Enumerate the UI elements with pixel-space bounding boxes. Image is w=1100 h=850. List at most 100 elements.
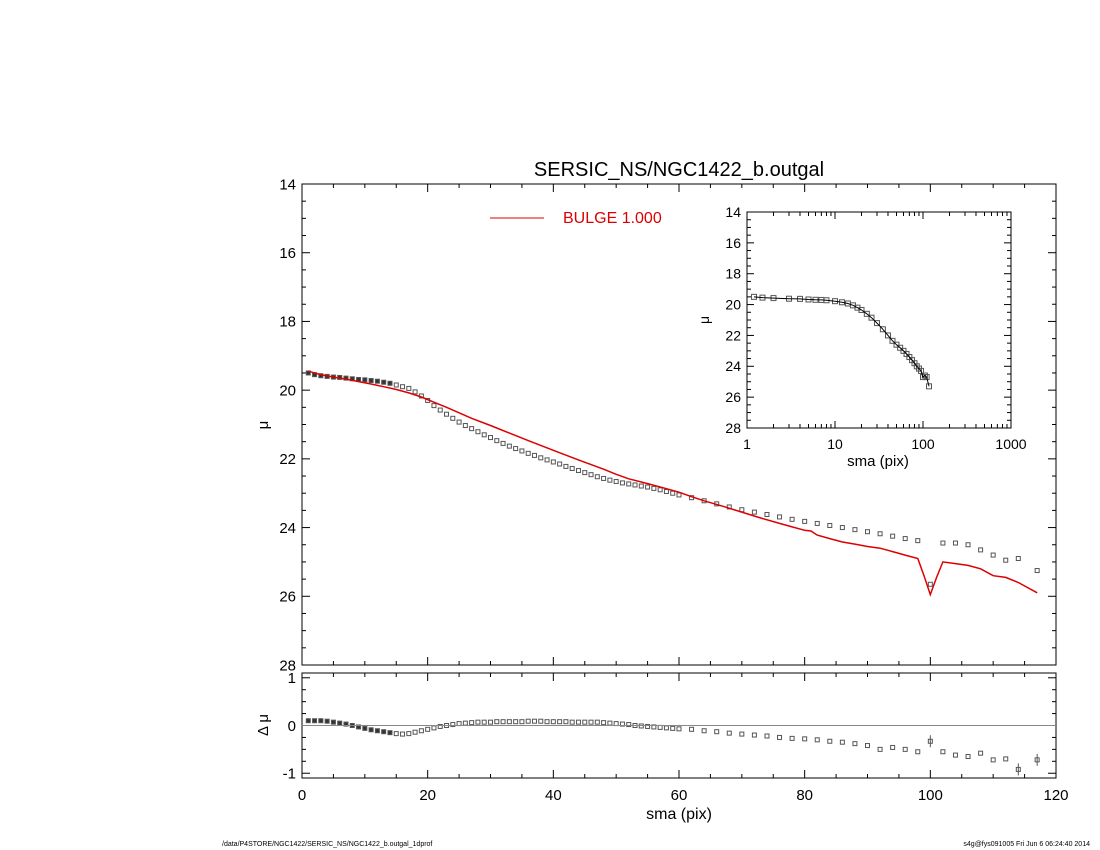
- inset-y-axis-label: μ: [696, 316, 712, 324]
- residual-data-point: [312, 718, 318, 724]
- residual-data-point: [569, 719, 575, 725]
- residual-data-point: [368, 727, 374, 733]
- main-data-point: [550, 459, 556, 465]
- main-data-point: [531, 452, 537, 458]
- residual-data-point: [802, 736, 808, 742]
- main-data-point: [877, 531, 883, 537]
- residual-data-point: [978, 750, 984, 756]
- main-data-point: [594, 474, 600, 480]
- main-ytick-label: 26: [279, 589, 296, 606]
- main-ytick-label: 18: [279, 314, 296, 331]
- residual-data-point: [902, 746, 908, 752]
- residual-panel: Δ μ sma (pix) 0 20 40 60 80 100 120-101: [255, 670, 1069, 823]
- residual-data-point: [952, 752, 958, 758]
- residual-data-point: [305, 718, 311, 724]
- main-data-point: [827, 523, 833, 529]
- residual-data-point: [538, 718, 544, 724]
- residual-data-point: [450, 722, 456, 728]
- inset-data-point: [863, 310, 870, 317]
- residual-data-point: [965, 754, 971, 760]
- main-data-point: [400, 384, 406, 390]
- residual-data-point: [563, 719, 569, 725]
- residual-data-point: [557, 719, 563, 725]
- legend-label-bulge: BULGE 1.000: [563, 210, 662, 227]
- inset-data-point: [900, 347, 907, 354]
- residual-data-point: [613, 721, 619, 727]
- residual-data-point: [462, 720, 468, 726]
- main-data-point: [663, 488, 669, 494]
- residual-data-point: [777, 734, 783, 740]
- main-data-point: [431, 403, 437, 409]
- main-data-point: [519, 448, 525, 454]
- residual-data-point: [582, 719, 588, 725]
- main-data-point: [852, 527, 858, 533]
- residual-data-point: [506, 719, 512, 725]
- residual-data-point: [607, 720, 613, 726]
- main-data-point: [406, 385, 412, 391]
- residual-data-point: [318, 718, 324, 724]
- residual-data-point: [343, 721, 349, 727]
- residual-ytick-label: -1: [283, 765, 296, 782]
- main-data-point: [494, 438, 500, 444]
- inset-xtick-label: 1000: [995, 436, 1026, 452]
- main-data-point: [557, 461, 563, 467]
- main-data-point: [965, 542, 971, 548]
- residual-data-point: [852, 741, 858, 747]
- residual-data-point: [393, 731, 399, 737]
- residual-data-point: [337, 720, 343, 726]
- main-data-point: [619, 480, 625, 486]
- main-data-point: [563, 463, 569, 469]
- main-data-point: [902, 536, 908, 542]
- main-data-point: [814, 520, 820, 526]
- residual-xtick-label: 0: [298, 787, 306, 804]
- residual-data-point: [814, 737, 820, 743]
- residual-data-point: [387, 730, 393, 736]
- main-data-point: [412, 389, 418, 395]
- main-ytick-label: 22: [279, 451, 296, 468]
- residual-data-point: [594, 719, 600, 725]
- main-data-point: [500, 440, 506, 446]
- residual-data-point: [456, 721, 462, 727]
- residual-data-point: [601, 720, 607, 726]
- residual-ytick-label: 0: [288, 718, 296, 735]
- residual-data-point: [575, 719, 581, 725]
- residual-data-point: [663, 725, 669, 731]
- residual-data-point: [714, 729, 720, 735]
- residual-data-point: [475, 719, 481, 725]
- residual-data-point: [689, 726, 695, 732]
- residual-data-point: [481, 719, 487, 725]
- inset-data-point: [879, 326, 886, 333]
- residual-data-point: [588, 719, 594, 725]
- residual-data-point: [418, 728, 424, 734]
- inset-ytick-label: 22: [725, 327, 741, 343]
- inset-xtick-label: 100: [911, 436, 935, 452]
- main-data-point: [393, 382, 399, 388]
- main-data-point: [506, 443, 512, 449]
- inset-x-axis-label: sma (pix): [847, 453, 909, 470]
- residual-data-point: [324, 718, 330, 724]
- inset-ytick-label: 26: [725, 389, 741, 405]
- inset-data-point: [923, 374, 930, 381]
- main-data-point: [657, 487, 663, 493]
- main-data-point: [1034, 568, 1040, 574]
- residual-data-point: [374, 728, 380, 734]
- main-data-point: [601, 475, 607, 481]
- main-data-point: [777, 514, 783, 520]
- residual-ytick-label: 1: [288, 670, 296, 687]
- main-data-point: [1003, 557, 1009, 563]
- inset-data-point: [920, 374, 926, 381]
- main-ytick-label: 14: [279, 176, 296, 193]
- residual-data-point: [550, 719, 556, 725]
- residual-xtick-label: 60: [671, 787, 688, 804]
- residual-data-point: [764, 733, 770, 739]
- residual-data-point: [839, 739, 845, 745]
- residual-data-point: [381, 729, 387, 735]
- residual-data-point: [789, 735, 795, 741]
- main-data-point: [456, 419, 462, 425]
- residual-data-point: [412, 729, 418, 735]
- main-data-point: [374, 378, 380, 384]
- residual-data-point: [330, 719, 336, 725]
- residual-data-point: [739, 731, 745, 737]
- inset-xtick-label: 10: [827, 436, 843, 452]
- main-data-point: [613, 479, 619, 485]
